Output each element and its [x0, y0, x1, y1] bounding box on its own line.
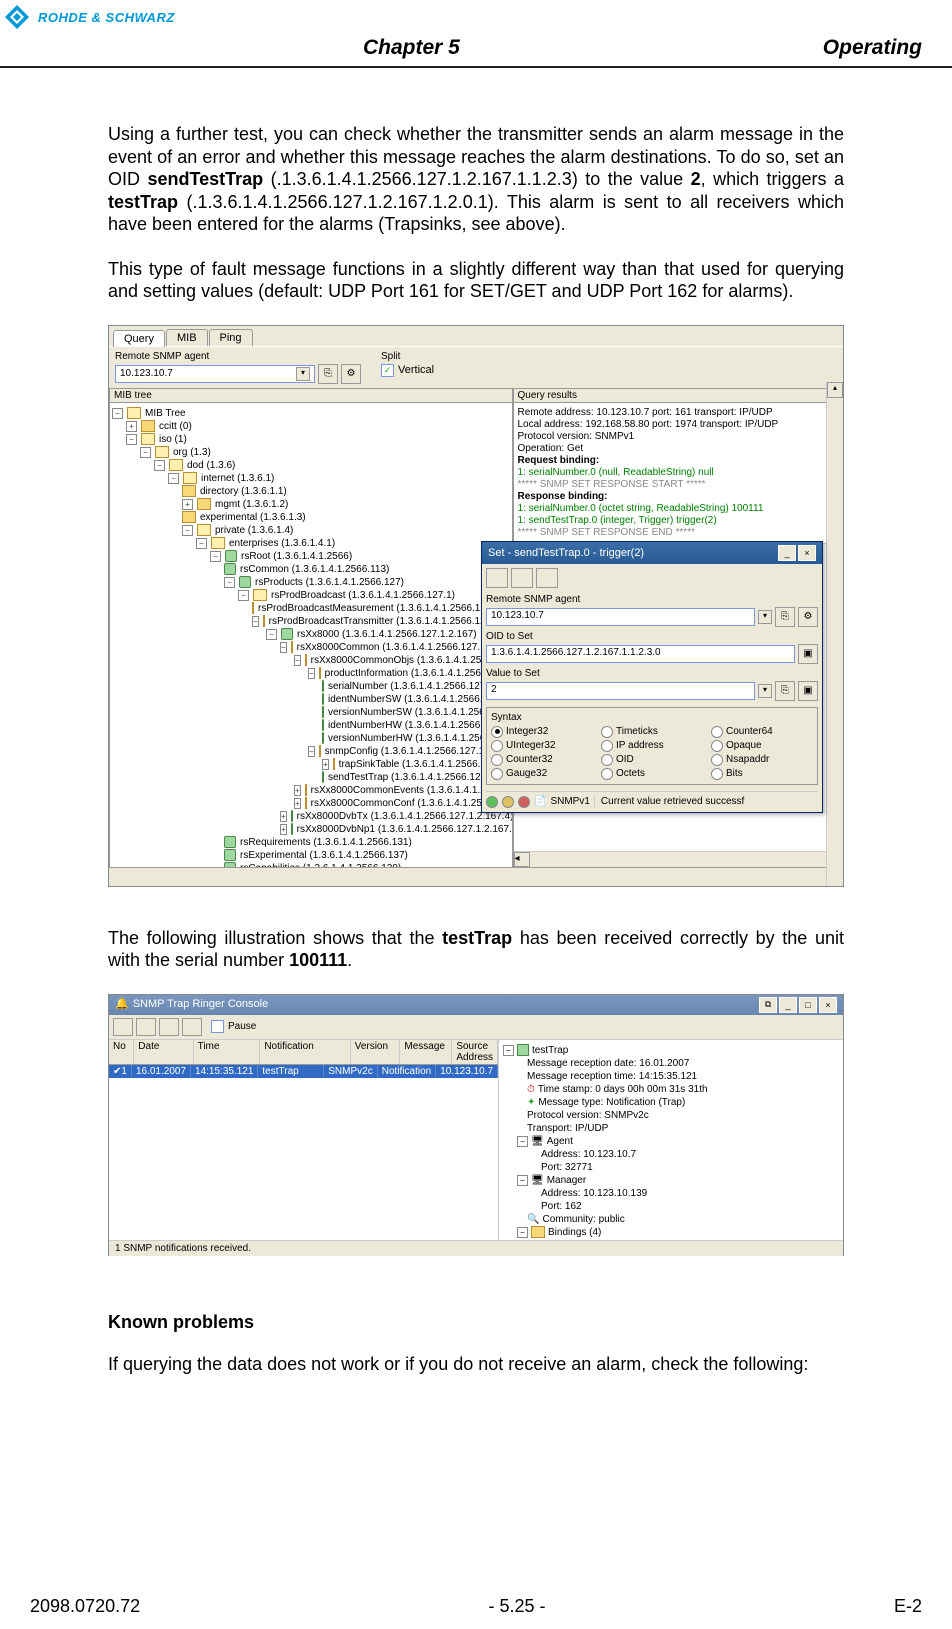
set-status-bar: 📄SNMPv1 Current value retrieved successf — [486, 791, 818, 808]
radio-ipaddress[interactable]: IP address — [601, 740, 703, 752]
paragraph-3: The following illustration shows that th… — [108, 927, 844, 972]
radio-opaque[interactable]: Opaque — [711, 740, 813, 752]
restore-icon[interactable]: ⧉ — [759, 997, 777, 1013]
tab-query[interactable]: Query — [113, 330, 165, 347]
paragraph-2: This type of fault message functions in … — [108, 258, 844, 303]
query-results-body: Remote address: 10.123.10.7 port: 161 tr… — [514, 403, 843, 543]
radio-oid[interactable]: OID — [601, 754, 703, 766]
split-label: Split — [381, 351, 434, 362]
page-footer: 2098.0720.72 - 5.25 - E-2 — [0, 1596, 952, 1617]
logo-text: ROHDE & SCHWARZ — [38, 10, 175, 25]
radio-counter64[interactable]: Counter64 — [711, 726, 813, 738]
snmp-browser-screenshot: Query MIB Ping Remote SNMP agent 10.123.… — [108, 325, 844, 887]
set-value-btn-1[interactable]: ⎘ — [775, 681, 795, 701]
radio-bits[interactable]: Bits — [711, 768, 813, 780]
minimize-icon[interactable]: _ — [779, 997, 797, 1013]
paragraph-1: Using a further test, you can check whet… — [108, 123, 844, 236]
trap-details: −testTrap Message reception date: 16.01.… — [499, 1040, 843, 1240]
header-rule — [0, 66, 952, 68]
trap-tb-4[interactable] — [182, 1018, 202, 1036]
set-value-input[interactable]: 2 — [486, 682, 755, 700]
toolbar-button-1[interactable]: ⎘ — [318, 364, 338, 384]
set-dialog-title: Set - sendTestTrap.0 - trigger(2) — [488, 547, 644, 559]
syntax-label: Syntax — [491, 712, 813, 723]
tabs: Query MIB Ping — [109, 326, 843, 346]
tab-mib[interactable]: MIB — [166, 329, 208, 346]
logo-icon — [4, 4, 30, 30]
logo-bar: ROHDE & SCHWARZ — [0, 0, 952, 34]
query-results-label: Query results — [514, 389, 843, 403]
set-toolbar-btn-2[interactable] — [511, 568, 533, 588]
radio-integer32[interactable]: Integer32 — [491, 726, 593, 738]
maximize-icon[interactable]: □ — [799, 997, 817, 1013]
trap-columns: No Date Time Notification Version Messag… — [109, 1040, 498, 1065]
set-oid-input[interactable]: 1.3.6.1.4.1.2566.127.1.2.167.1.1.2.3.0 — [486, 645, 795, 663]
minimize-icon[interactable]: _ — [778, 545, 796, 561]
paragraph-4: If querying the data does not work or if… — [108, 1353, 844, 1376]
operating-label: Operating — [823, 36, 922, 60]
radio-nsapaddr[interactable]: Nsapaddr — [711, 754, 813, 766]
set-oid-label: OID to Set — [486, 631, 818, 642]
set-toolbar-btn-3[interactable] — [536, 568, 558, 588]
chapter-label: Chapter 5 — [363, 36, 460, 60]
footer-center: - 5.25 - — [489, 1596, 546, 1617]
remote-agent-label: Remote SNMP agent — [115, 351, 361, 362]
toolbar-button-2[interactable]: ⚙ — [341, 364, 361, 384]
set-oid-btn[interactable]: ▣ — [798, 644, 818, 664]
trap-row-selected[interactable]: ✔1 16.01.2007 14:15:35.121 testTrap SNMP… — [109, 1065, 498, 1078]
scrollbar-vertical[interactable]: ▴ — [826, 382, 843, 886]
trap-console-screenshot: 🔔SNMP Trap Ringer Console ⧉ _ □ × Pause — [108, 994, 844, 1256]
mib-tree-label: MIB tree — [110, 389, 512, 403]
trap-tb-3[interactable] — [159, 1018, 179, 1036]
trap-tb-2[interactable] — [136, 1018, 156, 1036]
close-icon[interactable]: × — [819, 997, 837, 1013]
set-remote-input[interactable]: 10.123.10.7 — [486, 608, 755, 626]
close-icon[interactable]: × — [798, 545, 816, 561]
set-remote-btn-1[interactable]: ⎘ — [775, 607, 795, 627]
trap-tb-1[interactable] — [113, 1018, 133, 1036]
known-problems-heading: Known problems — [108, 1311, 844, 1334]
radio-timeticks[interactable]: Timeticks — [601, 726, 703, 738]
mib-tree[interactable]: −MIB Tree +ccitt (0) −iso (1) −org (1.3)… — [110, 403, 512, 868]
chevron-down-icon[interactable]: ▾ — [758, 610, 772, 624]
set-remote-btn-2[interactable]: ⚙ — [798, 607, 818, 627]
chevron-down-icon[interactable]: ▾ — [296, 367, 310, 381]
trap-title-bar: 🔔SNMP Trap Ringer Console ⧉ _ □ × — [109, 995, 843, 1015]
set-dialog: Set - sendTestTrap.0 - trigger(2) _ × Re… — [481, 541, 823, 813]
footer-left: 2098.0720.72 — [30, 1596, 140, 1617]
chevron-down-icon[interactable]: ▾ — [758, 684, 772, 698]
page-header: Chapter 5 Operating — [0, 34, 952, 62]
pause-checkbox[interactable]: Pause — [211, 1020, 256, 1033]
set-value-btn-2[interactable]: ▣ — [798, 681, 818, 701]
radio-octets[interactable]: Octets — [601, 768, 703, 780]
radio-gauge32[interactable]: Gauge32 — [491, 768, 593, 780]
set-value-label: Value to Set — [486, 668, 818, 679]
tab-ping[interactable]: Ping — [209, 329, 253, 346]
trap-status-bar: 1 SNMP notifications received. — [109, 1240, 843, 1256]
remote-agent-combo[interactable]: 10.123.10.7▾ — [115, 365, 315, 383]
toolbar: Remote SNMP agent 10.123.10.7▾ ⎘ ⚙ Split… — [109, 346, 843, 388]
scrollbar-horizontal[interactable]: ◂▸ — [514, 851, 843, 867]
radio-uinteger32[interactable]: UInteger32 — [491, 740, 593, 752]
footer-right: E-2 — [894, 1596, 922, 1617]
radio-counter32[interactable]: Counter32 — [491, 754, 593, 766]
set-remote-label: Remote SNMP agent — [486, 594, 818, 605]
vertical-checkbox[interactable]: ✓Vertical — [381, 364, 434, 377]
set-toolbar-btn-1[interactable] — [486, 568, 508, 588]
trap-toolbar: Pause — [109, 1015, 843, 1040]
